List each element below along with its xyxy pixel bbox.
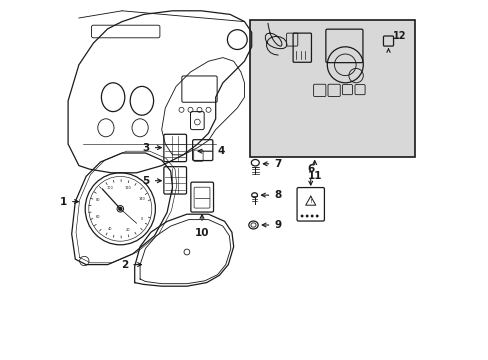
Text: 100: 100 <box>106 186 113 190</box>
Text: 60: 60 <box>95 215 100 219</box>
Circle shape <box>310 215 313 217</box>
Text: 4: 4 <box>217 146 224 156</box>
Text: 20: 20 <box>126 228 130 232</box>
Text: 10: 10 <box>194 228 209 238</box>
Text: 6: 6 <box>306 163 314 174</box>
Text: 7: 7 <box>273 159 281 169</box>
Text: 120: 120 <box>125 185 131 190</box>
Circle shape <box>118 207 122 211</box>
Text: 2: 2 <box>121 260 128 270</box>
Text: 3: 3 <box>142 143 149 153</box>
Text: 40: 40 <box>108 227 112 231</box>
Circle shape <box>300 215 303 217</box>
Circle shape <box>305 215 308 217</box>
Text: 12: 12 <box>392 31 406 41</box>
Text: 1: 1 <box>60 197 67 207</box>
Circle shape <box>315 215 318 217</box>
Text: 11: 11 <box>307 171 321 181</box>
Text: !: ! <box>309 199 311 204</box>
Text: 9: 9 <box>273 220 281 230</box>
Text: 80: 80 <box>95 198 100 202</box>
Text: 5: 5 <box>142 176 149 186</box>
Polygon shape <box>249 20 415 157</box>
Text: 0: 0 <box>141 217 143 221</box>
Text: 140: 140 <box>139 197 145 201</box>
Text: 8: 8 <box>273 190 281 200</box>
